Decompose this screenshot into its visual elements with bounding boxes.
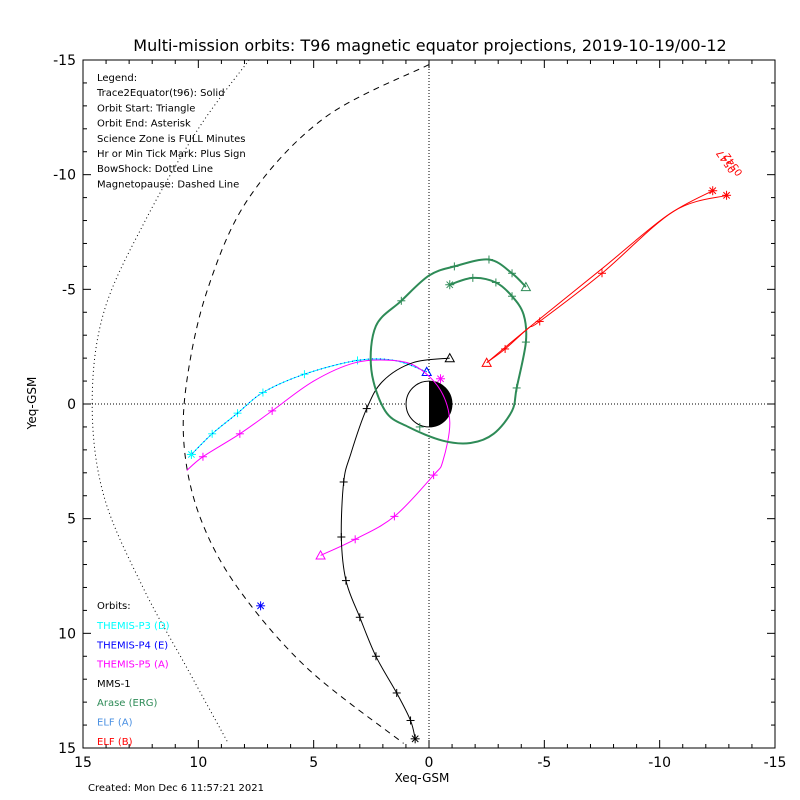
orbit-end-marker (722, 190, 732, 200)
y-tick-label: 0 (67, 397, 76, 413)
y-tick-label: -5 (62, 282, 76, 298)
axis-ticks: 15 10 5 0 -5 -10 -15 -15 -10 -5 0 5 10 15 (53, 53, 786, 771)
boundaries (91, 59, 430, 744)
hour-tick-mark (508, 292, 517, 301)
hour-tick-mark (268, 406, 277, 415)
hour-tick-mark (508, 269, 517, 278)
legend-line: Magnetopause: Dashed Line (97, 179, 239, 190)
footer-created: Created: Mon Dec 6 11:57:21 2021 (88, 783, 264, 794)
hour-tick-mark (512, 383, 521, 392)
legend-line: BowShock: Dotted Line (97, 164, 213, 175)
y-tick-label: 10 (58, 626, 76, 642)
hour-tick-mark (521, 338, 530, 347)
orbit-series (186, 186, 732, 744)
orbit-legend-entry: MMS-1 (97, 679, 131, 690)
orbit-end-marker (436, 374, 446, 384)
y-axis-label: Yeq-GSM (25, 377, 39, 431)
y-tick-label: -10 (53, 168, 76, 184)
orbit-legend-entry: THEMIS-P5 (A) (96, 660, 169, 671)
orbit-4 (369, 255, 532, 445)
hour-tick-mark (392, 688, 401, 697)
orbit-6 (481, 186, 732, 367)
orbit-end-marker (256, 601, 266, 611)
orbit-legend-entry: Arase (ERG) (97, 698, 158, 709)
orbit-legend-entry: THEMIS-P4 (E) (96, 640, 168, 651)
hour-tick-mark (341, 576, 350, 585)
hour-tick-mark (468, 273, 477, 282)
orbit-end-marker (445, 280, 455, 290)
earth (405, 380, 453, 428)
legend-line: Legend: (97, 73, 137, 84)
hour-tick-mark (535, 317, 544, 326)
x-tick-label: 15 (74, 755, 92, 771)
hour-tick-mark (235, 429, 244, 438)
orbit-line (369, 258, 528, 445)
orbit-3 (337, 352, 456, 744)
y-tick-label: 5 (67, 512, 76, 528)
x-axis-label: Xeq-GSM (395, 771, 450, 785)
hour-tick-mark (362, 404, 371, 413)
orbit-end-marker (186, 449, 196, 459)
legend-text: Legend: Trace2Equator(t96): Solid Orbit St… (96, 73, 246, 190)
orbit-start-marker (520, 281, 532, 292)
earth-night-side (429, 381, 452, 427)
hour-tick-mark (337, 533, 346, 542)
hour-tick-mark (429, 471, 438, 480)
hour-tick-mark (208, 429, 217, 438)
orbit-legend-entry: ELF (B) (97, 737, 133, 748)
orbit-line (186, 359, 451, 556)
hour-tick-mark (258, 388, 267, 397)
orbit-start-marker (421, 366, 433, 376)
orbit-end-marker (410, 734, 420, 744)
y-tick-label: 15 (58, 741, 76, 757)
orbit-line (486, 194, 727, 364)
chart-title: Multi-mission orbits: T96 magnetic equat… (133, 36, 726, 55)
hour-tick-mark (450, 262, 459, 271)
x-tick-label: 10 (189, 755, 207, 771)
hour-tick-mark (198, 452, 207, 461)
legend-line: Orbit End: Asterisk (97, 119, 191, 130)
hour-tick-mark (406, 716, 415, 725)
legend-line: Orbit Start: Triangle (97, 103, 195, 114)
orbit-legend-entry: ELF (A) (97, 718, 133, 729)
hour-tick-mark (491, 278, 500, 287)
orbit-2 (186, 359, 451, 560)
hour-tick-mark (300, 370, 309, 379)
hour-tick-mark (501, 344, 510, 353)
hour-tick-mark (351, 535, 360, 544)
orbit-1 (191, 358, 433, 611)
hour-tick-mark (598, 269, 606, 278)
hour-tick-mark (339, 477, 348, 486)
x-tick-label: -15 (764, 755, 787, 771)
x-tick-label: -10 (648, 755, 671, 771)
hour-tick-mark (355, 613, 364, 622)
orbits-title: Orbits: (97, 601, 131, 612)
orbit-start-marker (444, 352, 456, 363)
orbit-start-marker (481, 357, 493, 367)
legend-line: Science Zone is FULL Minutes (97, 134, 246, 145)
x-tick-label: 5 (309, 755, 318, 771)
hour-tick-mark (415, 422, 424, 431)
orbit-end-marker (708, 186, 718, 196)
orbit-legend-entry: THEMIS-P3 (D) (96, 621, 170, 632)
hour-tick-mark (390, 512, 399, 521)
hour-tick-mark (397, 296, 406, 305)
y-tick-label: -15 (53, 53, 76, 69)
hour-tick-mark (484, 255, 493, 264)
orbits-legend: Orbits: THEMIS-P3 (D) THEMIS-P4 (E) THEMIS-… (96, 601, 170, 748)
orbit-line-secondary (486, 190, 713, 364)
legend-line: Trace2Equator(t96): Solid (96, 88, 225, 99)
magnetopause-line (182, 64, 430, 744)
hour-tick-mark (371, 652, 380, 661)
orbit-start-marker (315, 549, 326, 560)
legend-line: Hr or Min Tick Mark: Plus Sign (97, 149, 246, 160)
x-tick-label: -5 (537, 755, 551, 771)
x-tick-label: 0 (425, 755, 434, 771)
